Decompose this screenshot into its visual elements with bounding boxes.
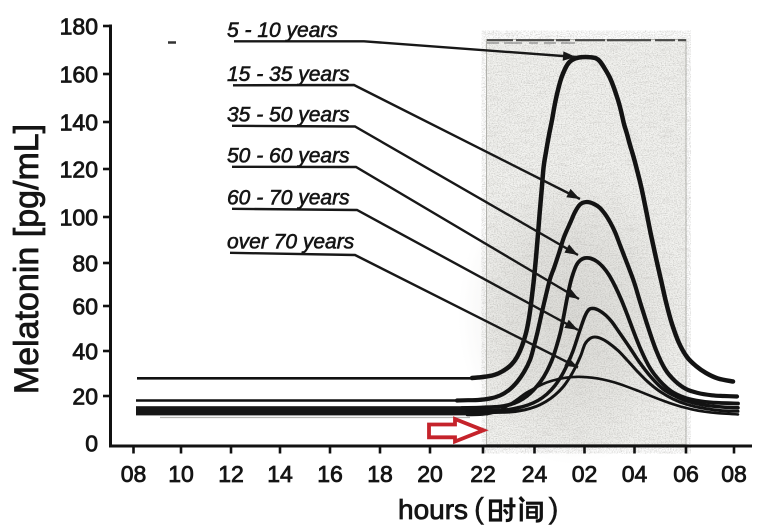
svg-text:50 - 60 years: 50 - 60 years bbox=[227, 145, 350, 168]
svg-text:18: 18 bbox=[367, 461, 393, 487]
svg-text:over 70 years: over 70 years bbox=[227, 231, 355, 254]
svg-text:140: 140 bbox=[60, 109, 98, 135]
svg-text:60 - 70 years: 60 - 70 years bbox=[227, 187, 350, 210]
svg-text:160: 160 bbox=[60, 61, 98, 87]
svg-text:22: 22 bbox=[470, 461, 496, 487]
svg-text:24: 24 bbox=[522, 461, 548, 487]
svg-text:(: ( bbox=[474, 493, 484, 526]
svg-text:20: 20 bbox=[417, 461, 443, 487]
svg-text:Melatonin [pg/mL]: Melatonin [pg/mL] bbox=[8, 124, 46, 394]
svg-text:02: 02 bbox=[572, 461, 598, 487]
svg-text:180: 180 bbox=[60, 13, 98, 39]
svg-text:04: 04 bbox=[622, 461, 648, 487]
svg-text:hours: hours bbox=[398, 494, 468, 525]
svg-text:60: 60 bbox=[72, 293, 98, 319]
svg-text:20: 20 bbox=[72, 383, 98, 409]
svg-text:80: 80 bbox=[72, 250, 98, 276]
svg-text:40: 40 bbox=[72, 338, 98, 364]
svg-text:06: 06 bbox=[673, 461, 699, 487]
svg-text:12: 12 bbox=[218, 461, 244, 487]
svg-text:100: 100 bbox=[60, 204, 98, 230]
svg-text:15 - 35 years: 15 - 35 years bbox=[227, 63, 350, 86]
svg-text:08: 08 bbox=[121, 461, 147, 487]
svg-text:35 - 50 years: 35 - 50 years bbox=[227, 104, 350, 127]
svg-text:): ) bbox=[549, 493, 559, 526]
svg-text:10: 10 bbox=[168, 461, 194, 487]
svg-text:14: 14 bbox=[267, 461, 293, 487]
svg-text:0: 0 bbox=[85, 430, 98, 456]
svg-text:08: 08 bbox=[721, 461, 747, 487]
svg-text:5 - 10 years: 5 - 10 years bbox=[227, 19, 338, 42]
svg-text:120: 120 bbox=[60, 156, 98, 182]
svg-text:16: 16 bbox=[317, 461, 343, 487]
